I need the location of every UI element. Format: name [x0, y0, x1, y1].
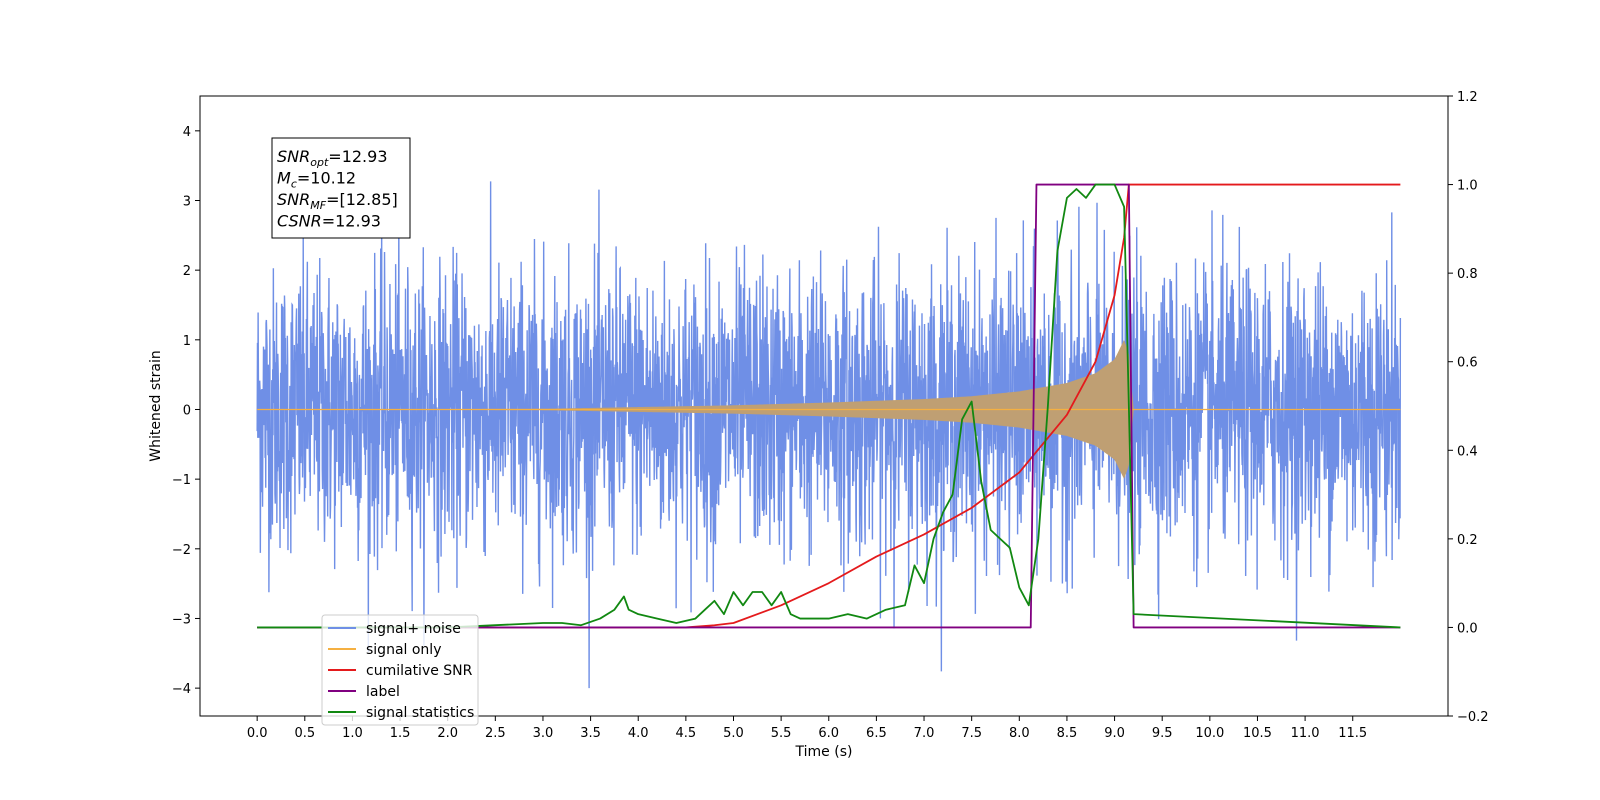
x-tick-label: 9.5	[1152, 726, 1173, 741]
y2-tick-label: 0.0	[1457, 621, 1478, 636]
y-tick-label: 1	[183, 334, 191, 349]
legend-label: signal only	[366, 642, 441, 658]
y2-tick-label: 1.2	[1457, 90, 1478, 105]
legend-label: signal+ noise	[366, 621, 461, 637]
y2-tick-label: 0.8	[1457, 267, 1478, 282]
x-tick-label: 10.0	[1195, 726, 1224, 741]
snr-annotation-box: SNRopt=12.93Mc=10.12SNRMF=[12.85]CSNR=12…	[271, 137, 411, 239]
x-tick-label: 7.5	[961, 726, 982, 741]
legend-frame	[321, 614, 479, 726]
series-signal-statistics	[257, 183, 1401, 629]
legend-label: cumilative SNR	[366, 663, 473, 679]
y-tick-label: −1	[172, 473, 191, 488]
y-tick-label: −4	[172, 682, 191, 697]
x-tick-label: 5.0	[723, 726, 744, 741]
x-tick-label: 2.0	[437, 726, 458, 741]
x-tick-label: 0.0	[247, 726, 268, 741]
y-tick-label: 2	[183, 264, 191, 279]
y-axis-label: Whitened strain	[148, 350, 164, 461]
annotation-line: Mc=10.12	[277, 169, 356, 191]
annotation-line: CSNR=12.93	[277, 212, 381, 231]
legend-label: label	[366, 684, 400, 700]
y2-tick-label: −0.2	[1457, 710, 1489, 725]
x-tick-label: 2.5	[485, 726, 506, 741]
legend: signal+ noise signal only cumilative SNR la…	[321, 614, 479, 726]
series-cumilative-snr	[257, 183, 1401, 629]
annotation-frame	[271, 137, 411, 239]
y-tick-label: 4	[183, 125, 191, 140]
x-tick-label: 8.5	[1057, 726, 1078, 741]
y-tick-label: −3	[172, 612, 191, 627]
annotation-line: SNRMF=[12.85]	[277, 190, 398, 212]
y-axis-right: −0.2 0.0 0.2 0.4 0.6 0.8 1.0 1.2	[1448, 90, 1489, 725]
series-label	[257, 183, 1401, 629]
y-tick-label: 0	[183, 403, 191, 418]
x-tick-label: 6.5	[866, 726, 887, 741]
x-tick-label: 1.5	[390, 726, 411, 741]
x-tick-label: 5.5	[771, 726, 792, 741]
x-tick-label: 10.5	[1243, 726, 1272, 741]
x-tick-label: 3.5	[580, 726, 601, 741]
x-tick-label: 3.0	[533, 726, 554, 741]
x-tick-label: 0.5	[294, 726, 315, 741]
x-tick-label: 6.0	[818, 726, 839, 741]
y-tick-label: 3	[183, 194, 191, 209]
x-tick-label: 7.0	[914, 726, 935, 741]
x-tick-label: 9.0	[1104, 726, 1125, 741]
x-tick-label: 1.0	[342, 726, 363, 741]
plot-area	[256, 181, 1402, 689]
x-tick-label: 11.5	[1338, 726, 1367, 741]
annotation-line: SNRopt=12.93	[277, 147, 388, 169]
x-tick-label: 11.0	[1291, 726, 1320, 741]
legend-label: signal statistics	[366, 705, 474, 721]
plot-frame	[199, 95, 1449, 717]
y-tick-label: −2	[172, 543, 191, 558]
x-tick-label: 8.0	[1009, 726, 1030, 741]
x-axis-label: Time (s)	[795, 744, 853, 760]
y2-tick-label: 0.6	[1457, 356, 1478, 371]
series-signal-plus-noise	[256, 181, 1402, 689]
x-tick-label: 4.0	[628, 726, 649, 741]
y-axis-left: −4 −3 −2 −1 0 1 2 3 4	[172, 125, 200, 697]
y2-tick-label: 1.0	[1457, 179, 1478, 194]
x-axis: 0.0 0.5 1.0 1.5 2.0 2.5 3.0 3.5 4.0 4.5 5.0 5.5 6.0 6…	[247, 716, 1367, 741]
x-tick-label: 4.5	[676, 726, 697, 741]
y2-tick-label: 0.4	[1457, 444, 1478, 459]
y2-tick-label: 0.2	[1457, 533, 1478, 548]
